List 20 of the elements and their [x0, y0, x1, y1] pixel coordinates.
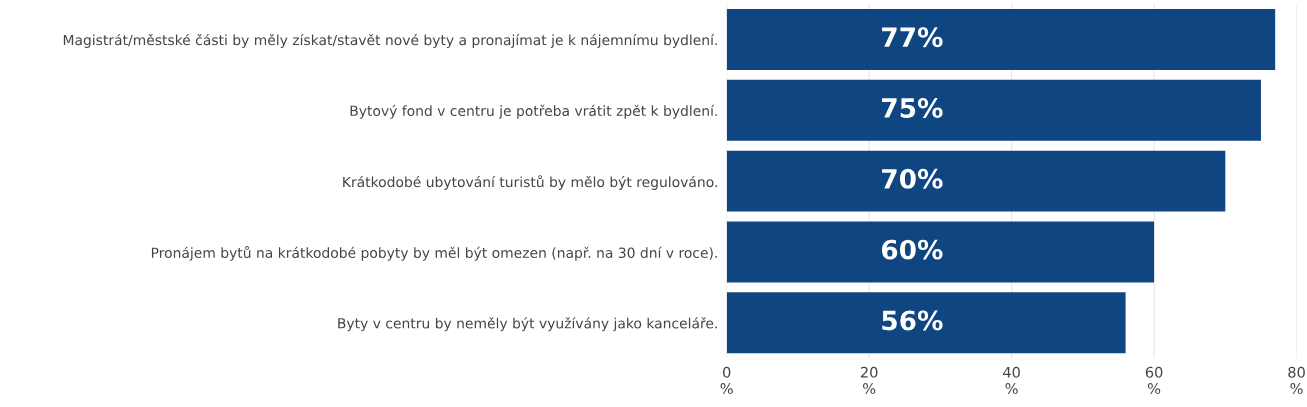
- x-tick-label: 80 %: [1288, 366, 1305, 395]
- x-tick-label: 60 %: [1145, 366, 1163, 395]
- x-tick-label: 40 %: [1003, 366, 1020, 395]
- y-tick-label: Bytový fond v centru je potřeba vrátit zpět k bydlení.: [350, 104, 717, 119]
- bar: [726, 9, 1276, 70]
- data-label: 56%: [882, 310, 943, 331]
- y-tick-label: Pronájem bytů na krátkodobé pobyty by měl být omezen (např. na 30 dní v roce).: [151, 246, 717, 261]
- bar: [726, 79, 1261, 141]
- y-tick-label: Byty v centru by neměly být využívány jako kanceláře.: [338, 317, 717, 332]
- data-label: 75%: [882, 97, 943, 118]
- y-tick-label: Magistrát/městské části by měly získat/stavět nové byty a pronajímat je k nájemnímu bydlení.: [63, 33, 717, 48]
- data-label: 77%: [882, 27, 943, 48]
- data-label: 70%: [882, 168, 943, 189]
- bar: [726, 292, 1126, 354]
- y-tick-label: Krátkodobé ubytování turistů by mělo být regulováno.: [343, 175, 717, 190]
- bar: [726, 221, 1155, 283]
- x-tick-label: 20 %: [860, 366, 878, 395]
- data-label: 60%: [881, 239, 943, 260]
- x-tick-label: 0 %: [720, 366, 733, 395]
- bar: [726, 150, 1226, 212]
